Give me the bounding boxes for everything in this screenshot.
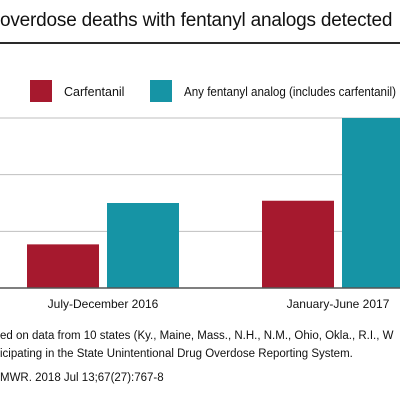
legend-swatch-any-analog — [150, 80, 172, 102]
legend-label-carfentanil: Carfentanil — [64, 85, 124, 99]
legend-label-any-analog: Any fentanyl analog (includes carfentani… — [184, 85, 396, 99]
bar-any-analog-1 — [342, 118, 400, 288]
x-tick-label-1: January-June 2017 — [287, 297, 390, 311]
bar-carfentanil-0 — [27, 244, 99, 288]
bar-any-analog-0 — [107, 203, 179, 288]
footnote-line-2: icipating in the State Unintentional Dru… — [0, 348, 353, 360]
legend-swatch-carfentanil — [30, 80, 52, 102]
bar-carfentanil-1 — [262, 200, 334, 288]
footnote-line-1: ed on data from 10 states (Ky., Maine, M… — [0, 330, 394, 342]
chart-title: overdose deaths with fentanyl analogs de… — [0, 10, 393, 31]
title-divider — [0, 42, 400, 44]
source-note: MWR. 2018 Jul 13;67(27):767-8 — [0, 372, 164, 384]
x-tick-label-0: July-December 2016 — [48, 297, 159, 311]
